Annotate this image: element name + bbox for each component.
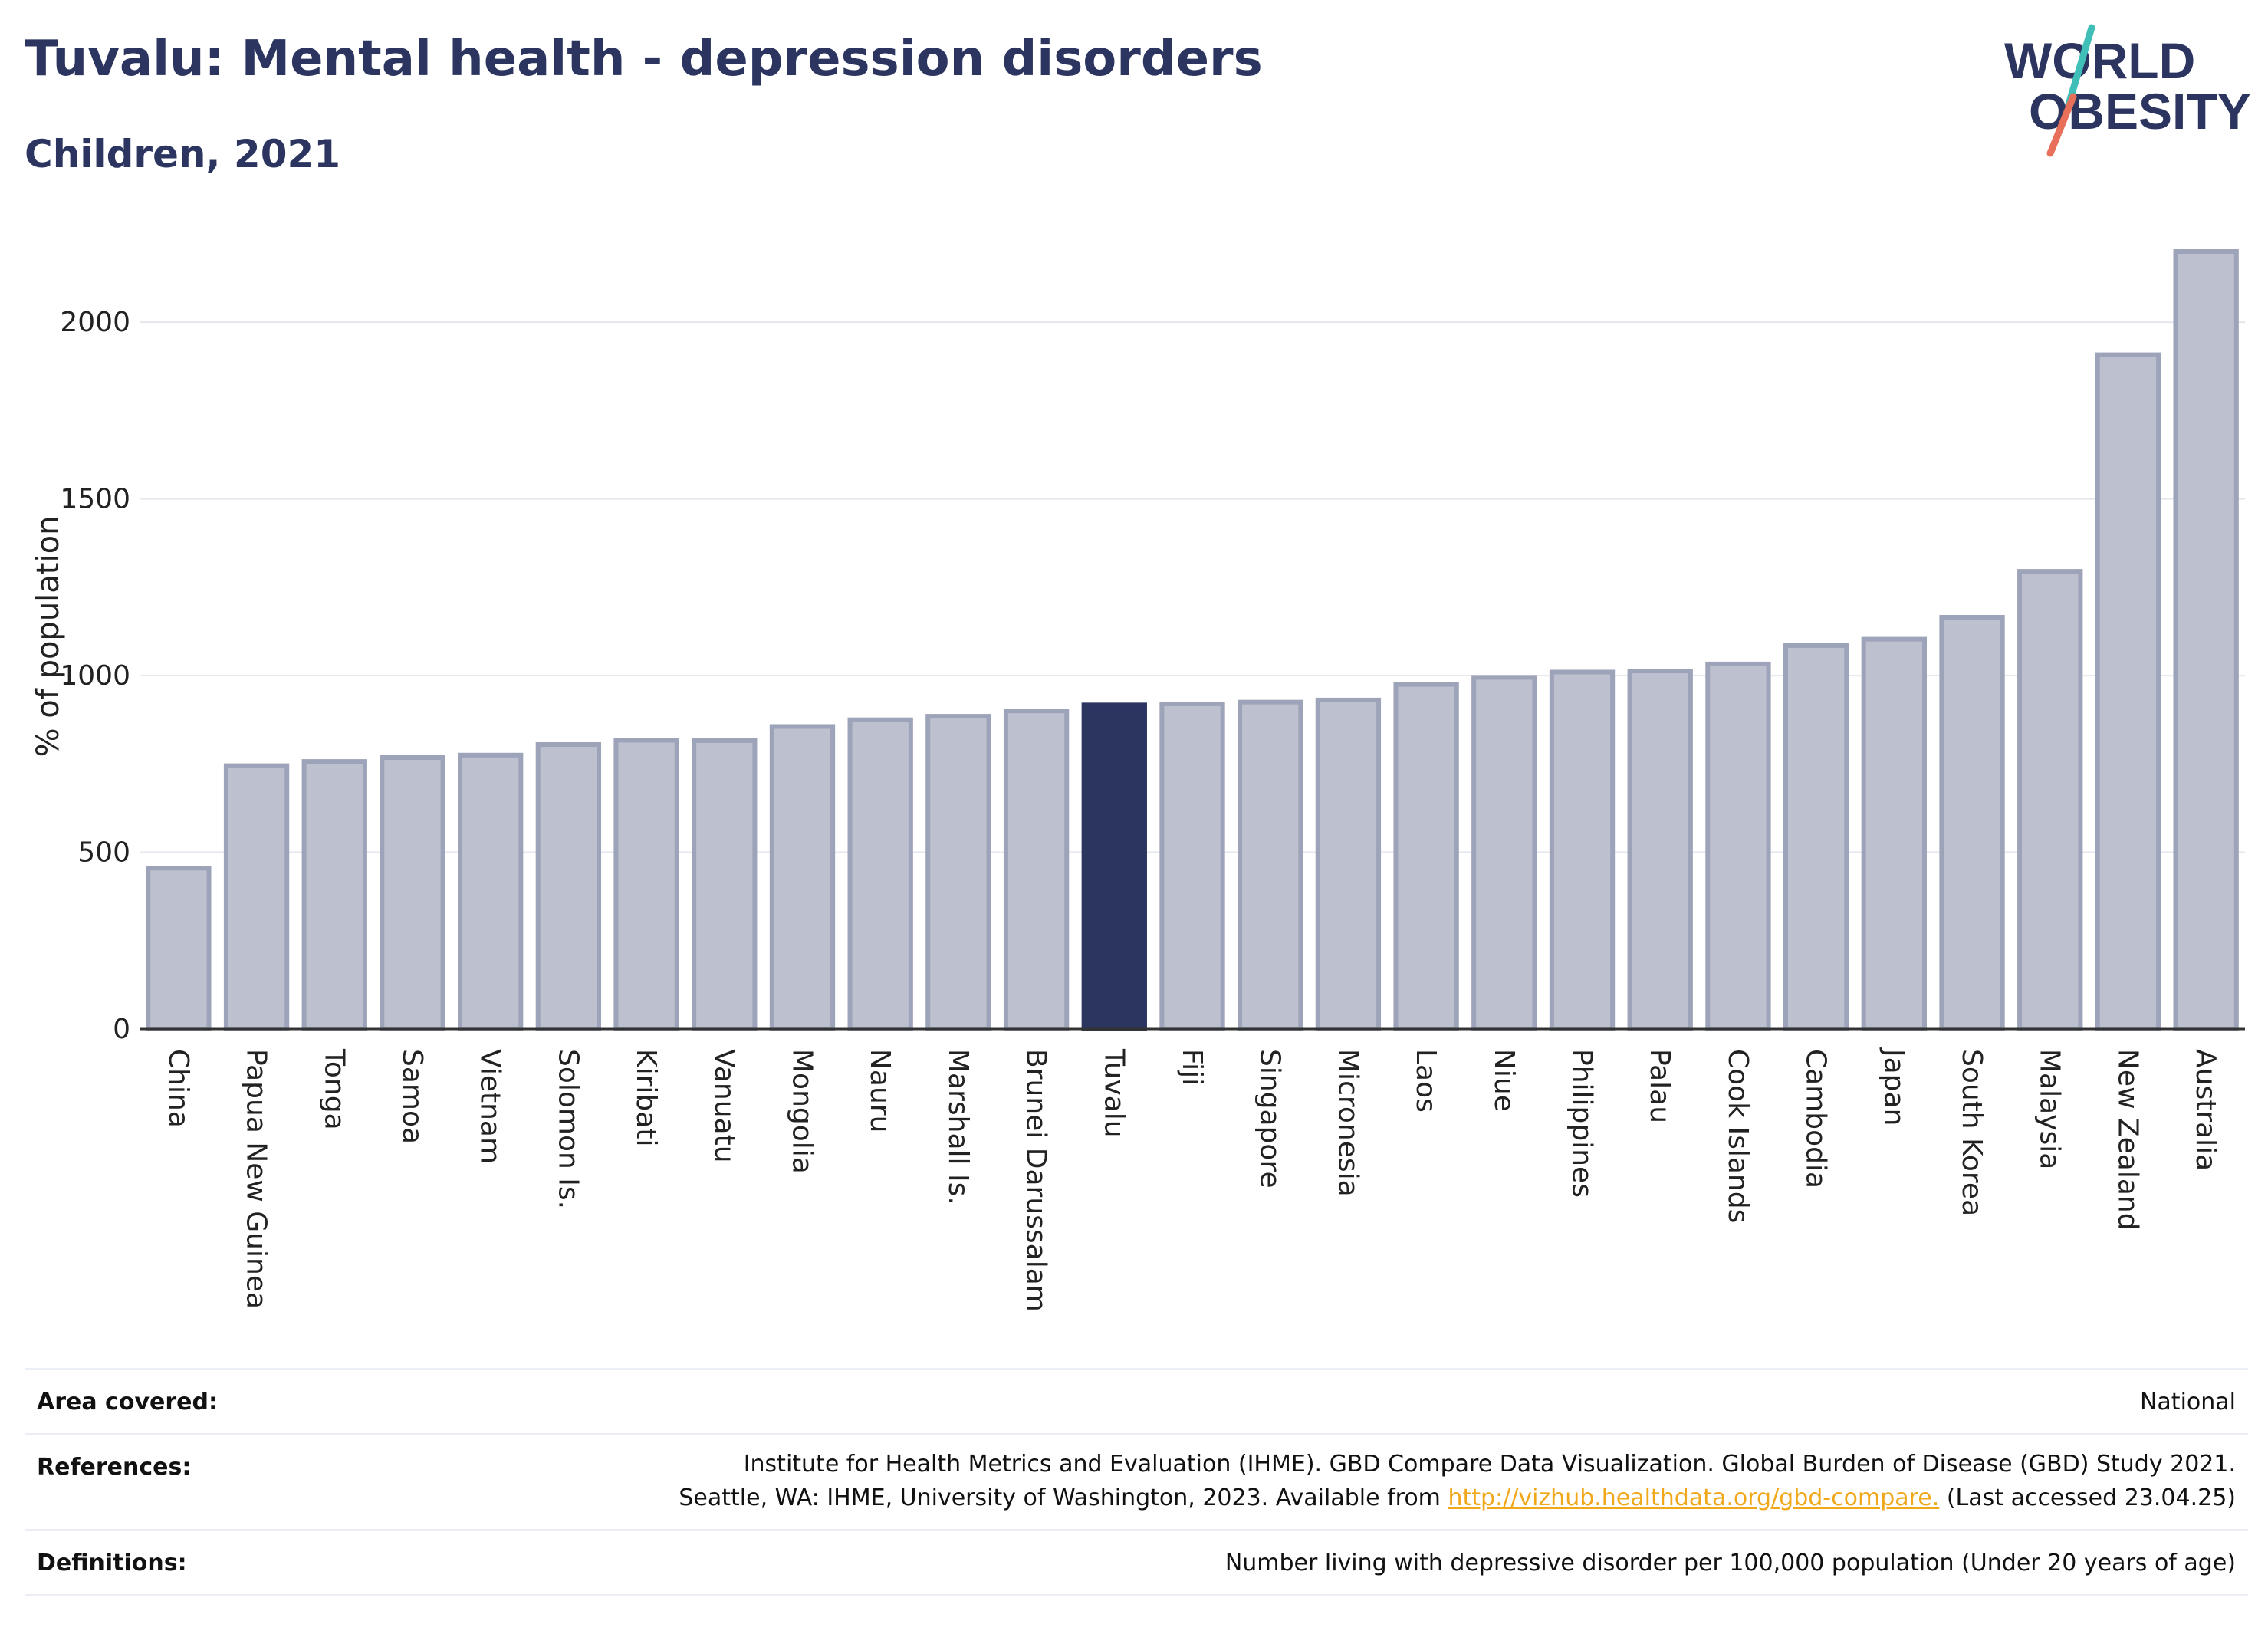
x-tick-label: Nauru [864,1049,896,1133]
references-value: Institute for Health Metrics and Evaluat… [679,1448,2236,1515]
x-tick-label: Vanuatu [708,1049,740,1163]
bar [925,714,991,1031]
bar [613,738,679,1031]
bar [1939,615,2005,1031]
bar [2017,569,2083,1031]
bar [380,755,445,1031]
bar [2095,352,2161,1031]
x-tick-label: Japan [1878,1047,1909,1126]
chart-subtitle: Children, 2021 [25,132,341,176]
bar [146,866,212,1032]
x-tick-label: Philippines [1566,1049,1598,1198]
bar [1627,669,1693,1032]
bar-chart: 0 500 1000 1500 2000 % of population China Papu… [31,249,2245,1312]
x-tick-label: Solomon Is. [552,1049,583,1209]
bar [1471,675,1537,1031]
x-tick-label: Micronesia [1332,1049,1363,1197]
logo-word-world: WORLD [2004,32,2195,89]
y-tick-label: 2000 [60,307,130,338]
references-line-2-text: Seattle, WA: IHME, University of Washing… [679,1484,1448,1511]
x-tick-label: South Korea [1956,1049,1987,1216]
x-tick-label: China [163,1049,194,1128]
bar [692,738,758,1031]
bar [301,759,367,1031]
info-row-area: Area covered: National [25,1368,2248,1433]
x-tick-label: Tonga [318,1048,350,1130]
x-tick-label: Singapore [1254,1049,1286,1189]
logo-slash-teal [2065,24,2095,108]
references-line-1: Institute for Health Metrics and Evaluat… [743,1451,2236,1478]
info-row-references: References: Institute for Health Metrics… [25,1433,2248,1529]
x-tick-label: Mongolia [786,1049,817,1174]
logo-slash-coral [2046,93,2077,157]
info-row-definitions: Definitions: Number living with depressi… [25,1529,2248,1596]
x-tick-label: Papua New Guinea [241,1049,272,1309]
definitions-value: Number living with depressive disorder p… [1224,1550,2236,1576]
y-tick-label: 1000 [60,660,130,692]
area-covered-label: Area covered: [37,1389,218,1415]
info-table: Area covered: National References: Insti… [25,1368,2248,1596]
bar [1393,682,1459,1031]
references-accessed: (Last accessed 23.04.25) [1939,1484,2236,1511]
bar [1783,643,1849,1031]
bar [1549,669,1616,1031]
bar [1081,702,1147,1031]
references-line-2: Seattle, WA: IHME, University of Washing… [679,1481,2236,1515]
bar [1003,709,1070,1031]
bar [535,741,602,1032]
chart-title: Tuvalu: Mental health - depression disor… [25,31,1263,87]
x-tick-label: Vietnam [475,1049,506,1164]
bar [769,724,836,1031]
x-tick-label: Samoa [396,1049,428,1144]
x-tick-label: Cambodia [1800,1049,1832,1189]
bar [1861,636,1927,1031]
bar [223,763,290,1031]
world-obesity-logo: WORLD OBESITY [2004,24,2251,157]
bar [1315,697,1382,1031]
y-tick-label: 1500 [60,484,130,515]
bar [1159,701,1225,1031]
x-tick-label: Malaysia [2034,1049,2066,1169]
x-tick-label: Palau [1644,1049,1675,1123]
references-label: References: [37,1454,192,1481]
bar [458,752,524,1032]
x-tick-label: Tuvalu [1098,1048,1129,1138]
y-axis-label: % of population [31,516,66,758]
x-tick-label: New Zealand [2112,1049,2143,1231]
x-tick-label: Cook Islands [1722,1049,1754,1223]
bar [1238,699,1303,1032]
x-tick-label: Niue [1488,1049,1520,1112]
bar [847,717,913,1031]
x-tick-label: Laos [1410,1049,1441,1113]
y-tick-label: 500 [77,837,130,869]
bar [1705,661,1771,1031]
x-tick-label: Marshall Is. [942,1049,974,1205]
bar [2173,249,2239,1031]
x-tick-label: Kiribati [630,1049,662,1146]
x-tick-label: Brunei Darussalam [1021,1049,1052,1312]
definitions-label: Definitions: [37,1550,187,1576]
y-tick-label: 0 [113,1014,130,1045]
x-tick-label: Fiji [1176,1049,1208,1086]
area-covered-value: National [2139,1389,2236,1415]
x-tick-label: Australia [2190,1049,2221,1171]
references-link[interactable]: http://vizhub.healthdata.org/gbd-compare… [1448,1484,1940,1511]
